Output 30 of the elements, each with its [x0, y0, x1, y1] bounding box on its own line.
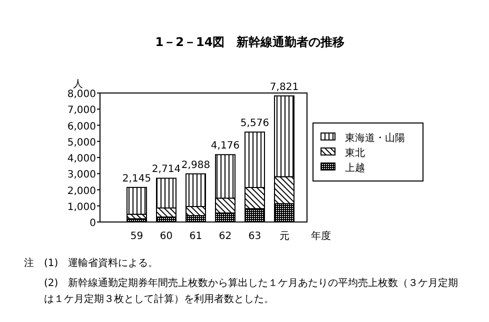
y-tick-label: 7,000 [67, 105, 96, 116]
total-label: 7,821 [270, 82, 299, 93]
x-tick-label: 元 [279, 231, 290, 242]
legend-label: 東北 [345, 147, 365, 159]
y-tick-label: 1,000 [67, 202, 96, 213]
x-tick-label: 62 [218, 231, 232, 242]
y-tick-label: 6,000 [67, 121, 96, 132]
legend-label: 東海道・山陽 [345, 132, 405, 144]
x-tick-label: 61 [189, 231, 202, 242]
text: (1) 運輸省資料による。 [44, 257, 158, 269]
x-tick-label: 60 [160, 231, 173, 242]
y-tick-label: 4,000 [67, 154, 96, 164]
total-label: 2,988 [181, 160, 210, 171]
y-tick-label: 8,000 [67, 89, 96, 100]
total-label: 4,176 [210, 140, 240, 152]
y-axis-title: 人 [73, 79, 83, 90]
x-tick-label: 63 [248, 231, 262, 242]
x-tick-label: 59 [130, 231, 144, 242]
y-tick-label: 3,000 [67, 170, 96, 181]
text: (2) 新幹線通勤定期券年間売上枚数から算出した１ケ月あたりの平均売上枚数（３ケ月定期は１ケ月定期３枚として計算）を利用者数とした。 [44, 276, 460, 307]
total-label: 2,145 [122, 173, 152, 184]
legend-label: 上越 [345, 162, 365, 174]
y-tick-label: 0 [90, 218, 96, 229]
total-label: 2,714 [152, 164, 181, 176]
total-label: 5,576 [240, 118, 270, 130]
x-axis-title: 年度 [311, 230, 331, 242]
y-tick-label: 5,000 [67, 137, 96, 148]
text: 注 [24, 257, 34, 269]
chart-title: 1－2－14図 新幹線通勤者の推移 [155, 35, 345, 49]
y-tick-label: 2,000 [67, 186, 96, 197]
